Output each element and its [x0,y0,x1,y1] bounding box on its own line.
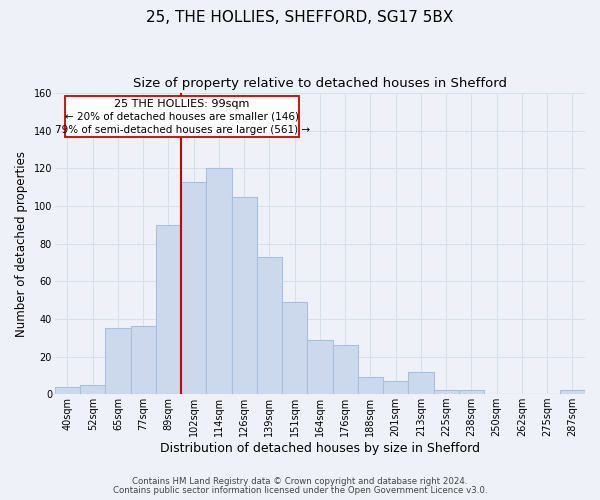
FancyBboxPatch shape [65,96,299,136]
Bar [282,302,307,394]
Title: Size of property relative to detached houses in Shefford: Size of property relative to detached ho… [133,78,507,90]
Text: ← 20% of detached houses are smaller (146): ← 20% of detached houses are smaller (14… [65,112,299,122]
Y-axis label: Number of detached properties: Number of detached properties [15,150,28,336]
Bar [560,390,585,394]
Text: Contains public sector information licensed under the Open Government Licence v3: Contains public sector information licen… [113,486,487,495]
Text: 25 THE HOLLIES: 99sqm: 25 THE HOLLIES: 99sqm [115,99,250,109]
Bar [459,390,484,394]
Bar [156,225,181,394]
Text: 79% of semi-detached houses are larger (561) →: 79% of semi-detached houses are larger (… [55,124,310,134]
Bar [232,196,257,394]
Bar [383,381,408,394]
X-axis label: Distribution of detached houses by size in Shefford: Distribution of detached houses by size … [160,442,480,455]
Bar [55,386,80,394]
Bar [257,257,282,394]
Bar [358,377,383,394]
Bar [80,385,106,394]
Bar [106,328,131,394]
Bar [131,326,156,394]
Text: 25, THE HOLLIES, SHEFFORD, SG17 5BX: 25, THE HOLLIES, SHEFFORD, SG17 5BX [146,10,454,25]
Bar [181,182,206,394]
Bar [408,372,434,394]
Bar [206,168,232,394]
Text: Contains HM Land Registry data © Crown copyright and database right 2024.: Contains HM Land Registry data © Crown c… [132,477,468,486]
Bar [332,345,358,394]
Bar [434,390,459,394]
Bar [307,340,332,394]
